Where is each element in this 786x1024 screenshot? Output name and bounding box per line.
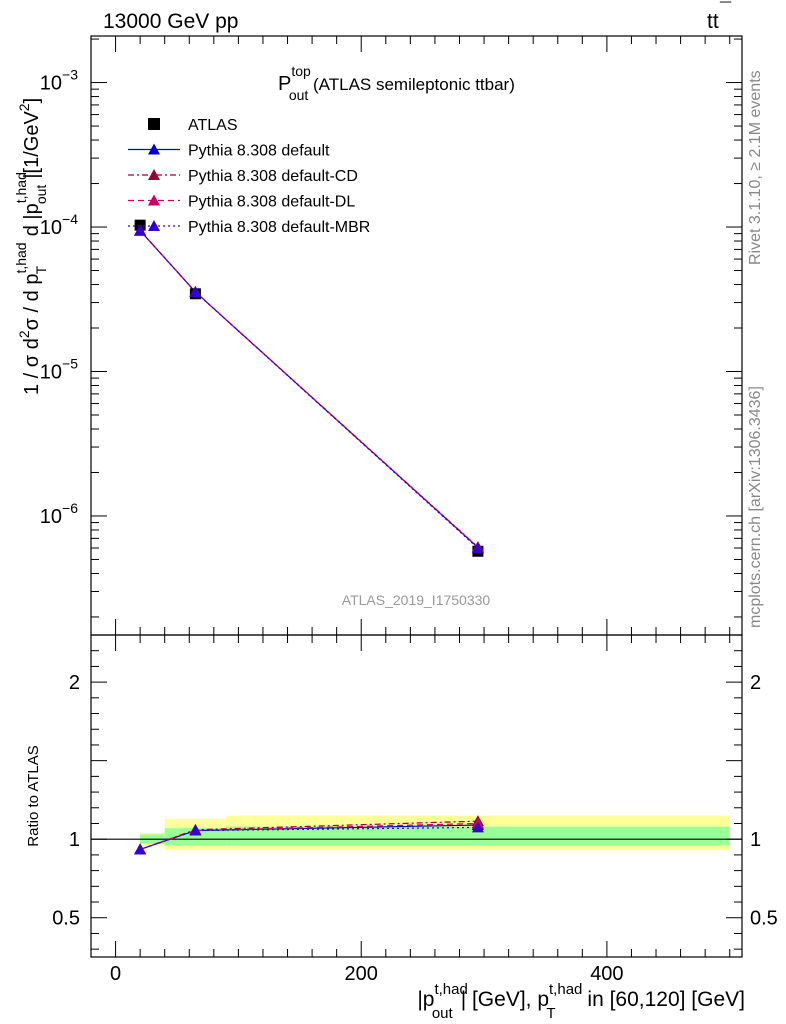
legend-marker-2 bbox=[148, 169, 160, 180]
mc-point-4 bbox=[189, 286, 202, 298]
main-y-tick-label: 10−6 bbox=[40, 500, 78, 528]
rivet-version-label: Rivet 3.1.10, ≥ 2.1M events bbox=[747, 70, 764, 265]
main-axis-ticks bbox=[91, 38, 742, 618]
legend-label-1: Pythia 8.308 default bbox=[188, 143, 330, 160]
ratio-y-tick-label-left: 2 bbox=[69, 672, 80, 694]
mc-line-1 bbox=[139, 230, 479, 548]
ratio-panel-frame bbox=[90, 634, 743, 958]
legend-marker-4 bbox=[148, 220, 160, 231]
ratio-uncertainty-bands bbox=[140, 815, 730, 851]
ratio-band-inner bbox=[164, 828, 227, 846]
mcplots-label: mcplots.cern.ch [arXiv:1306.3436] bbox=[747, 386, 764, 628]
x-tick-label: 0 bbox=[110, 963, 121, 985]
analysis-tag: ATLAS_2019_I1750330 bbox=[342, 592, 491, 608]
ratio-y-tick-labels: 2 2 1 1 0.5 0.5 bbox=[52, 672, 778, 930]
mc-point-4 bbox=[471, 542, 484, 554]
collision-energy-label: 13000 GeV pp bbox=[103, 10, 238, 33]
x-axis-label: |pt,had out| [GeV], pt,had T in [60,120] [… bbox=[417, 981, 745, 1022]
mc-line-2 bbox=[139, 230, 479, 548]
mc-ratio-point-4 bbox=[471, 821, 484, 833]
main-y-tick-label: 10−5 bbox=[40, 355, 78, 383]
main-y-tick-label: 10−4 bbox=[40, 211, 78, 239]
legend-marker-3 bbox=[148, 194, 160, 206]
ratio-y-tick-label-left: 1 bbox=[69, 829, 80, 851]
x-tick-label: 200 bbox=[345, 963, 378, 985]
x-axis-ticks bbox=[115, 36, 731, 957]
process-label: tt bbox=[707, 10, 719, 33]
main-y-tick-labels: 10−3 10−4 10−5 10−6 bbox=[40, 67, 78, 528]
main-series-layer bbox=[134, 219, 484, 557]
mc-ratio-point-4 bbox=[134, 843, 147, 855]
ratio-y-tick-label-right: 2 bbox=[750, 672, 761, 694]
mc-line-3 bbox=[139, 230, 479, 548]
legend-label-2: Pythia 8.308 default-CD bbox=[188, 168, 358, 185]
ratio-y-tick-label-right: 1 bbox=[750, 829, 761, 851]
legend: ATLAS Pythia 8.308 default Pythia 8.308 de… bbox=[128, 117, 370, 236]
ratio-band-inner bbox=[226, 826, 730, 846]
process-label-bar: ¯ bbox=[719, 0, 732, 22]
legend-marker-atlas bbox=[148, 118, 160, 130]
legend-label-0: ATLAS bbox=[188, 117, 238, 134]
x-tick-labels: 0 200 400 bbox=[110, 963, 624, 985]
mc-line-4 bbox=[139, 230, 479, 549]
main-y-axis-label: 1 / σ d2σ / d pt,had T d |pt,had out|[1/Ge… bbox=[13, 98, 49, 395]
legend-label-3: Pythia 8.308 default-DL bbox=[188, 194, 355, 211]
legend-label-4: Pythia 8.308 default-MBR bbox=[188, 219, 370, 236]
mc-ratio-point-4 bbox=[189, 824, 202, 836]
legend-marker-1 bbox=[148, 143, 160, 155]
mc-point-4 bbox=[134, 224, 147, 236]
ratio-y-tick-label-left: 0.5 bbox=[52, 908, 80, 930]
main-y-tick-label: 10−3 bbox=[40, 67, 78, 95]
ratio-series-layer bbox=[134, 815, 484, 855]
ratio-y-axis-label: Ratio to ATLAS bbox=[25, 745, 42, 846]
ratio-y-tick-label-right: 0.5 bbox=[750, 908, 778, 930]
mc-ratio-line-4 bbox=[139, 826, 478, 850]
plot-title: Ptop out (ATLAS semileptonic ttbar) bbox=[278, 63, 515, 103]
ratio-axis-ticks bbox=[91, 650, 742, 950]
x-tick-label: 400 bbox=[590, 963, 623, 985]
